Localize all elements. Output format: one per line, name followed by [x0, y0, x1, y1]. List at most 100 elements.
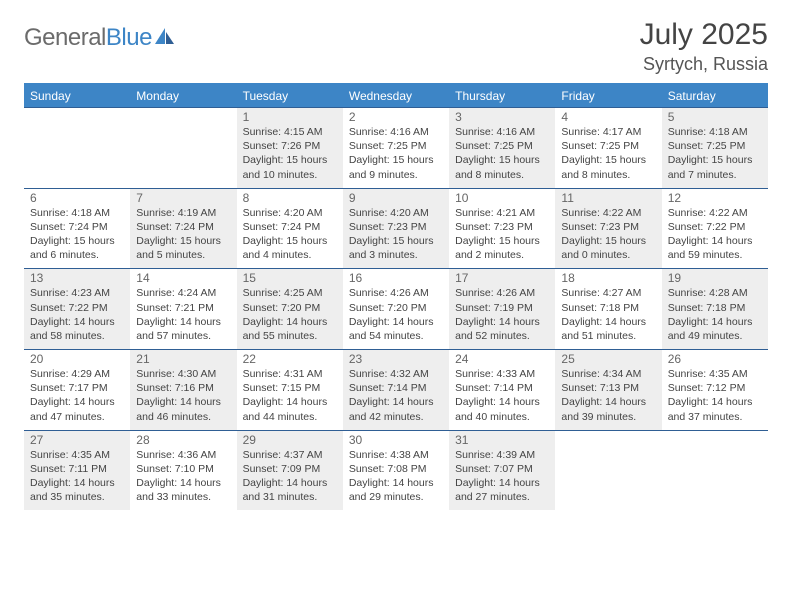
daylight-text: Daylight: 14 hours and 59 minutes. [668, 234, 762, 262]
day-number: 20 [30, 352, 124, 366]
calendar-cell: 11Sunrise: 4:22 AMSunset: 7:23 PMDayligh… [555, 189, 661, 269]
day-info: Sunrise: 4:17 AMSunset: 7:25 PMDaylight:… [561, 125, 655, 182]
day-info: Sunrise: 4:24 AMSunset: 7:21 PMDaylight:… [136, 286, 230, 343]
brand-name-blue: Blue [106, 24, 152, 51]
daylight-text: Daylight: 14 hours and 27 minutes. [455, 476, 549, 504]
daylight-text: Daylight: 14 hours and 55 minutes. [243, 315, 337, 343]
calendar-cell: 16Sunrise: 4:26 AMSunset: 7:20 PMDayligh… [343, 269, 449, 349]
daylight-text: Daylight: 15 hours and 6 minutes. [30, 234, 124, 262]
daylight-text: Daylight: 14 hours and 52 minutes. [455, 315, 549, 343]
sunrise-text: Sunrise: 4:38 AM [349, 448, 443, 462]
daylight-text: Daylight: 15 hours and 4 minutes. [243, 234, 337, 262]
day-number: 4 [561, 110, 655, 124]
calendar-cell: 9Sunrise: 4:20 AMSunset: 7:23 PMDaylight… [343, 189, 449, 269]
day-number: 13 [30, 271, 124, 285]
day-info: Sunrise: 4:20 AMSunset: 7:24 PMDaylight:… [243, 206, 337, 263]
calendar-cell: 15Sunrise: 4:25 AMSunset: 7:20 PMDayligh… [237, 269, 343, 349]
day-info: Sunrise: 4:28 AMSunset: 7:18 PMDaylight:… [668, 286, 762, 343]
day-number: 10 [455, 191, 549, 205]
day-number: 19 [668, 271, 762, 285]
day-header: Friday [555, 85, 661, 107]
calendar: SundayMondayTuesdayWednesdayThursdayFrid… [24, 83, 768, 510]
day-header: Sunday [24, 85, 130, 107]
calendar-cell-blank [130, 108, 236, 188]
calendar-cell: 29Sunrise: 4:37 AMSunset: 7:09 PMDayligh… [237, 431, 343, 511]
sunrise-text: Sunrise: 4:25 AM [243, 286, 337, 300]
daylight-text: Daylight: 14 hours and 37 minutes. [668, 395, 762, 423]
sunset-text: Sunset: 7:21 PM [136, 301, 230, 315]
day-info: Sunrise: 4:32 AMSunset: 7:14 PMDaylight:… [349, 367, 443, 424]
day-info: Sunrise: 4:18 AMSunset: 7:25 PMDaylight:… [668, 125, 762, 182]
calendar-cell-blank [24, 108, 130, 188]
day-number: 29 [243, 433, 337, 447]
day-number: 15 [243, 271, 337, 285]
day-info: Sunrise: 4:30 AMSunset: 7:16 PMDaylight:… [136, 367, 230, 424]
calendar-cell: 3Sunrise: 4:16 AMSunset: 7:25 PMDaylight… [449, 108, 555, 188]
sunset-text: Sunset: 7:25 PM [668, 139, 762, 153]
daylight-text: Daylight: 14 hours and 47 minutes. [30, 395, 124, 423]
sunrise-text: Sunrise: 4:27 AM [561, 286, 655, 300]
day-info: Sunrise: 4:20 AMSunset: 7:23 PMDaylight:… [349, 206, 443, 263]
sunrise-text: Sunrise: 4:18 AM [668, 125, 762, 139]
sunrise-text: Sunrise: 4:19 AM [136, 206, 230, 220]
daylight-text: Daylight: 15 hours and 8 minutes. [455, 153, 549, 181]
sunset-text: Sunset: 7:09 PM [243, 462, 337, 476]
calendar-cell: 21Sunrise: 4:30 AMSunset: 7:16 PMDayligh… [130, 350, 236, 430]
day-info: Sunrise: 4:22 AMSunset: 7:23 PMDaylight:… [561, 206, 655, 263]
sunrise-text: Sunrise: 4:31 AM [243, 367, 337, 381]
day-info: Sunrise: 4:21 AMSunset: 7:23 PMDaylight:… [455, 206, 549, 263]
calendar-cell: 12Sunrise: 4:22 AMSunset: 7:22 PMDayligh… [662, 189, 768, 269]
day-info: Sunrise: 4:37 AMSunset: 7:09 PMDaylight:… [243, 448, 337, 505]
day-number: 8 [243, 191, 337, 205]
sunrise-text: Sunrise: 4:21 AM [455, 206, 549, 220]
sunset-text: Sunset: 7:18 PM [561, 301, 655, 315]
brand-logo: GeneralBlue [24, 18, 176, 52]
calendar-cell: 7Sunrise: 4:19 AMSunset: 7:24 PMDaylight… [130, 189, 236, 269]
calendar-cell: 4Sunrise: 4:17 AMSunset: 7:25 PMDaylight… [555, 108, 661, 188]
calendar-cell: 20Sunrise: 4:29 AMSunset: 7:17 PMDayligh… [24, 350, 130, 430]
brand-name: GeneralBlue [24, 24, 152, 52]
sunrise-text: Sunrise: 4:36 AM [136, 448, 230, 462]
page-title: July 2025 [640, 18, 768, 52]
day-info: Sunrise: 4:25 AMSunset: 7:20 PMDaylight:… [243, 286, 337, 343]
day-info: Sunrise: 4:33 AMSunset: 7:14 PMDaylight:… [455, 367, 549, 424]
day-number: 18 [561, 271, 655, 285]
day-number: 16 [349, 271, 443, 285]
sunset-text: Sunset: 7:18 PM [668, 301, 762, 315]
calendar-cell: 8Sunrise: 4:20 AMSunset: 7:24 PMDaylight… [237, 189, 343, 269]
daylight-text: Daylight: 14 hours and 39 minutes. [561, 395, 655, 423]
calendar-cell: 23Sunrise: 4:32 AMSunset: 7:14 PMDayligh… [343, 350, 449, 430]
day-header: Tuesday [237, 85, 343, 107]
sunset-text: Sunset: 7:24 PM [136, 220, 230, 234]
day-header: Saturday [662, 85, 768, 107]
daylight-text: Daylight: 14 hours and 33 minutes. [136, 476, 230, 504]
sunset-text: Sunset: 7:22 PM [30, 301, 124, 315]
sail-icon [154, 27, 176, 45]
sunrise-text: Sunrise: 4:16 AM [349, 125, 443, 139]
day-info: Sunrise: 4:26 AMSunset: 7:20 PMDaylight:… [349, 286, 443, 343]
calendar-cell: 2Sunrise: 4:16 AMSunset: 7:25 PMDaylight… [343, 108, 449, 188]
page: GeneralBlue July 2025 Syrtych, Russia Su… [0, 0, 792, 528]
sunset-text: Sunset: 7:24 PM [30, 220, 124, 234]
sunrise-text: Sunrise: 4:32 AM [349, 367, 443, 381]
daylight-text: Daylight: 14 hours and 54 minutes. [349, 315, 443, 343]
daylight-text: Daylight: 14 hours and 49 minutes. [668, 315, 762, 343]
sunset-text: Sunset: 7:13 PM [561, 381, 655, 395]
calendar-cell: 19Sunrise: 4:28 AMSunset: 7:18 PMDayligh… [662, 269, 768, 349]
sunset-text: Sunset: 7:23 PM [561, 220, 655, 234]
calendar-cell: 6Sunrise: 4:18 AMSunset: 7:24 PMDaylight… [24, 189, 130, 269]
daylight-text: Daylight: 15 hours and 9 minutes. [349, 153, 443, 181]
week-row: 27Sunrise: 4:35 AMSunset: 7:11 PMDayligh… [24, 430, 768, 511]
day-info: Sunrise: 4:35 AMSunset: 7:12 PMDaylight:… [668, 367, 762, 424]
daylight-text: Daylight: 14 hours and 42 minutes. [349, 395, 443, 423]
sunrise-text: Sunrise: 4:33 AM [455, 367, 549, 381]
day-info: Sunrise: 4:27 AMSunset: 7:18 PMDaylight:… [561, 286, 655, 343]
sunset-text: Sunset: 7:23 PM [455, 220, 549, 234]
day-number: 26 [668, 352, 762, 366]
sunset-text: Sunset: 7:14 PM [349, 381, 443, 395]
daylight-text: Daylight: 14 hours and 51 minutes. [561, 315, 655, 343]
day-number: 3 [455, 110, 549, 124]
week-row: 13Sunrise: 4:23 AMSunset: 7:22 PMDayligh… [24, 268, 768, 349]
daylight-text: Daylight: 14 hours and 46 minutes. [136, 395, 230, 423]
sunset-text: Sunset: 7:20 PM [349, 301, 443, 315]
